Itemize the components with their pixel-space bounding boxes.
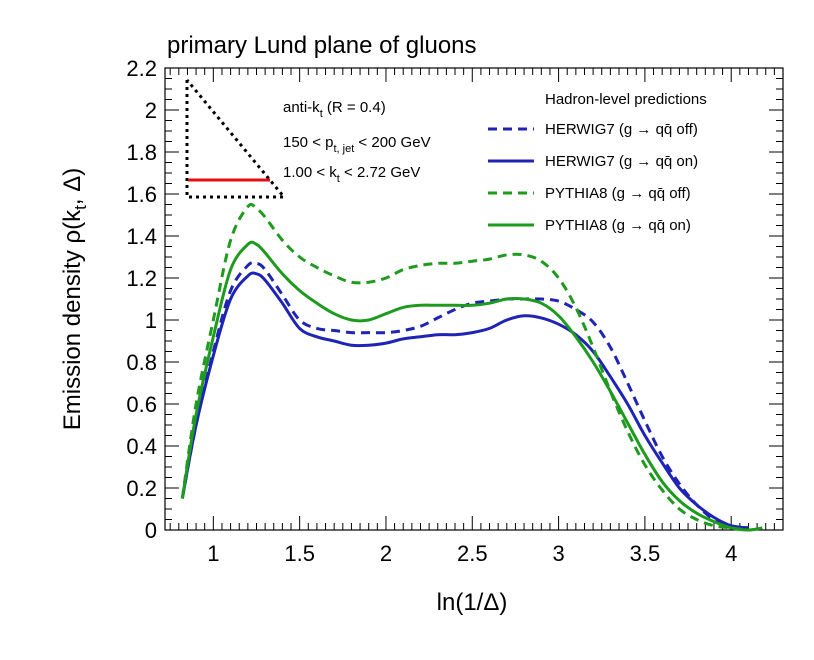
x-tick-label: 2: [380, 541, 392, 566]
x-tick-label: 2.5: [457, 541, 488, 566]
legend-label: PYTHIA8 (g → qq̄ off): [545, 185, 691, 202]
y-axis-title: Emission density ρ(kt, Δ): [59, 168, 90, 430]
x-tick-label: 1: [207, 541, 219, 566]
y-tick-label: 0.4: [126, 434, 157, 459]
y-tick-label: 2.2: [126, 56, 157, 81]
y-tick-label: 1.2: [126, 266, 157, 291]
y-axis-title-prefix: Emission density ρ(k: [59, 209, 86, 430]
y-axis-title-suffix: , Δ): [59, 168, 86, 205]
y-tick-label: 0.6: [126, 392, 157, 417]
legend-pythia8-on: PYTHIA8 (g → qq̄ on): [488, 217, 691, 234]
annotation-kt-range: 1.00 < kt < 2.72 GeV: [283, 164, 420, 185]
y-tick-label: 1.8: [126, 140, 157, 165]
chart-title: primary Lund plane of gluons: [167, 32, 477, 59]
herwig7-off-line: [180, 260, 749, 530]
legend-label: HERWIG7 (g → qq̄ off): [545, 121, 698, 138]
y-tick-label: 0: [145, 518, 157, 543]
herwig7-on-line: [180, 271, 749, 530]
legend-herwig7-on: HERWIG7 (g → qq̄ on): [488, 153, 698, 170]
y-tick-label: 2: [145, 98, 157, 123]
pythia8-off-line: [180, 202, 763, 532]
y-axis: 0 0.2 0.4 0.6 0.8 1 1.2 1.4 1.6 1.8 2 2.2: [126, 56, 783, 543]
y-tick-label: 1.4: [126, 224, 157, 249]
y-tick-label: 1: [145, 308, 157, 333]
legend-label: PYTHIA8 (g → qq̄ on): [545, 217, 691, 234]
legend-herwig7-off: HERWIG7 (g → qq̄ off): [488, 121, 698, 138]
y-tick-label: 1.6: [126, 182, 157, 207]
x-tick-label: 1.5: [284, 541, 315, 566]
annotation-pt-range: 150 < pt, jet < 200 GeV: [283, 134, 431, 155]
lund-region-triangle-icon: [185, 79, 288, 199]
legend-label: HERWIG7 (g → qq̄ on): [545, 153, 698, 170]
y-axis-title-sub: t: [71, 205, 90, 210]
x-tick-label: 3.5: [630, 541, 661, 566]
pythia8-on-line: [180, 240, 763, 532]
x-axis-title: ln(1/Δ): [437, 589, 508, 616]
legend-pythia8-off: PYTHIA8 (g → qq̄ off): [488, 185, 691, 202]
series-curves: [180, 202, 763, 532]
y-tick-label: 0.2: [126, 476, 157, 501]
x-axis: 1 1.5 2 2.5 3 3.5 4: [169, 68, 784, 566]
annotation-algorithm: anti-kt (R = 0.4): [283, 99, 386, 120]
x-tick-label: 4: [725, 541, 737, 566]
legend: Hadron-level predictions HERWIG7 (g → qq…: [488, 91, 707, 234]
y-tick-label: 0.8: [126, 350, 157, 375]
x-tick-label: 3: [552, 541, 564, 566]
legend-header: Hadron-level predictions: [545, 91, 707, 108]
